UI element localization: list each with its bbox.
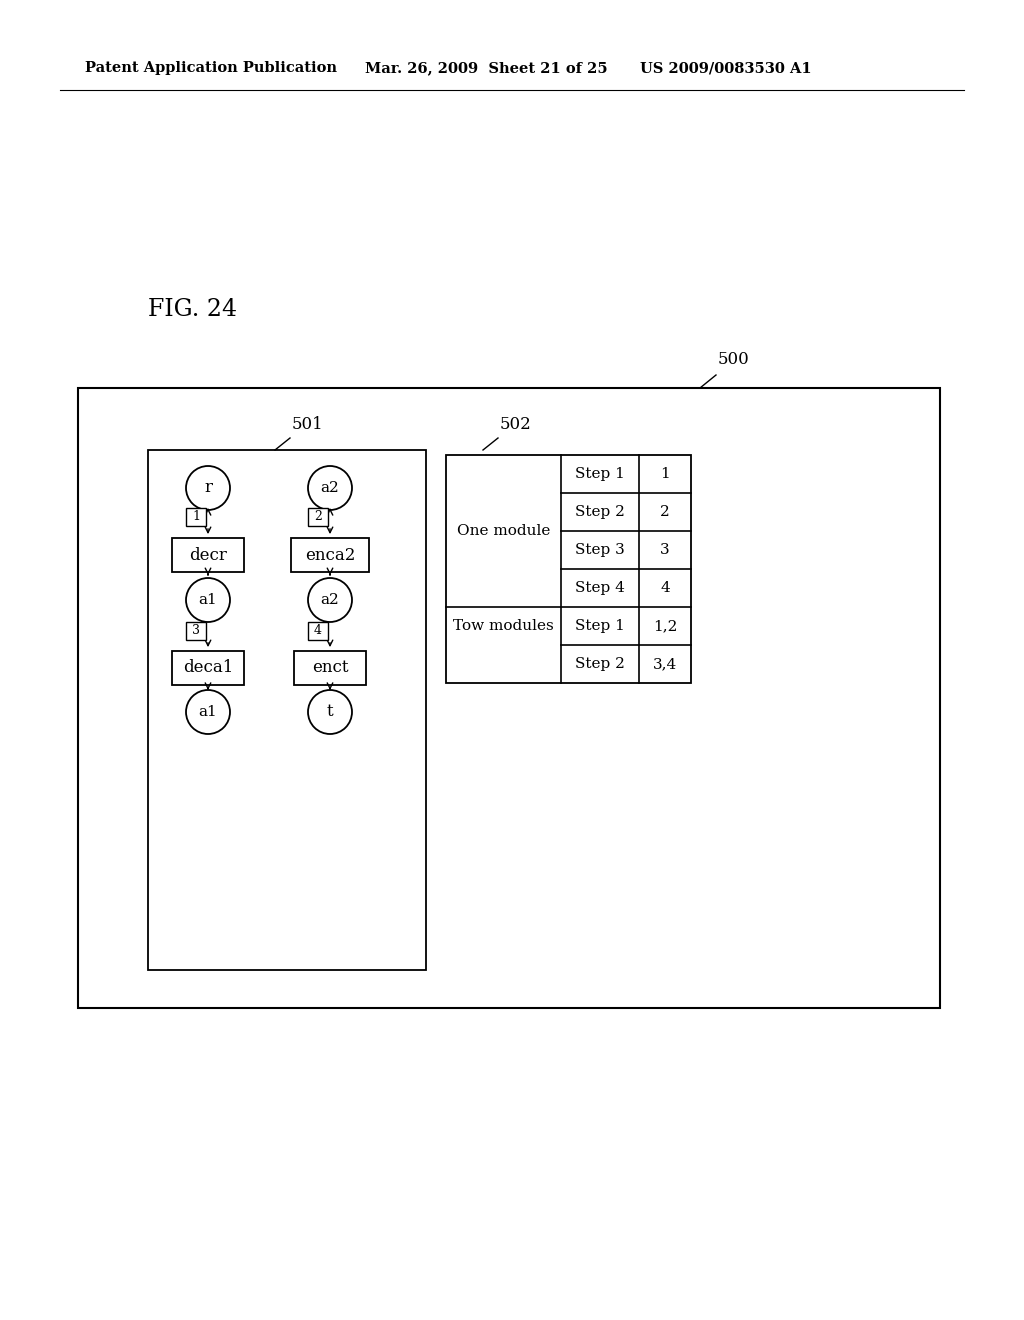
Text: a2: a2 (321, 480, 339, 495)
Text: 4: 4 (660, 581, 670, 595)
Bar (172, 651, 244, 685)
Text: a1: a1 (199, 593, 217, 607)
Bar (294, 651, 366, 685)
Text: US 2009/0083530 A1: US 2009/0083530 A1 (640, 61, 812, 75)
Text: Step 4: Step 4 (575, 581, 625, 595)
Ellipse shape (186, 690, 230, 734)
Bar (78, 388, 940, 1008)
Text: 2: 2 (660, 506, 670, 519)
Text: 1,2: 1,2 (653, 619, 677, 634)
Text: enct: enct (311, 660, 348, 676)
Text: Mar. 26, 2009  Sheet 21 of 25: Mar. 26, 2009 Sheet 21 of 25 (365, 61, 607, 75)
Text: 502: 502 (500, 416, 531, 433)
Text: One module: One module (457, 524, 550, 539)
Text: 1: 1 (193, 511, 200, 524)
Text: deca1: deca1 (183, 660, 233, 676)
Text: Step 2: Step 2 (575, 657, 625, 671)
Text: a2: a2 (321, 593, 339, 607)
Text: 500: 500 (718, 351, 750, 368)
Text: Patent Application Publication: Patent Application Publication (85, 61, 337, 75)
Text: decr: decr (189, 546, 227, 564)
Bar (186, 508, 206, 525)
Text: 3: 3 (193, 624, 200, 638)
Ellipse shape (308, 466, 352, 510)
Text: 4: 4 (314, 624, 322, 638)
Text: 3: 3 (660, 543, 670, 557)
Ellipse shape (186, 466, 230, 510)
Ellipse shape (308, 578, 352, 622)
Bar (308, 622, 328, 640)
Text: Step 1: Step 1 (575, 619, 625, 634)
Bar (291, 539, 369, 572)
Text: Tow modules: Tow modules (454, 619, 554, 634)
Text: Step 1: Step 1 (575, 467, 625, 480)
Text: a1: a1 (199, 705, 217, 719)
Text: 1: 1 (660, 467, 670, 480)
Text: 3,4: 3,4 (653, 657, 677, 671)
Bar (446, 455, 691, 682)
Text: Step 3: Step 3 (575, 543, 625, 557)
Bar (148, 450, 426, 970)
Bar (308, 508, 328, 525)
Ellipse shape (308, 690, 352, 734)
Text: r: r (204, 479, 212, 496)
Text: Step 2: Step 2 (575, 506, 625, 519)
Bar (186, 622, 206, 640)
Text: 501: 501 (292, 416, 324, 433)
Bar (172, 539, 244, 572)
Text: t: t (327, 704, 334, 721)
Text: 2: 2 (314, 511, 322, 524)
Text: FIG. 24: FIG. 24 (148, 298, 238, 322)
Text: enca2: enca2 (305, 546, 355, 564)
Ellipse shape (186, 578, 230, 622)
